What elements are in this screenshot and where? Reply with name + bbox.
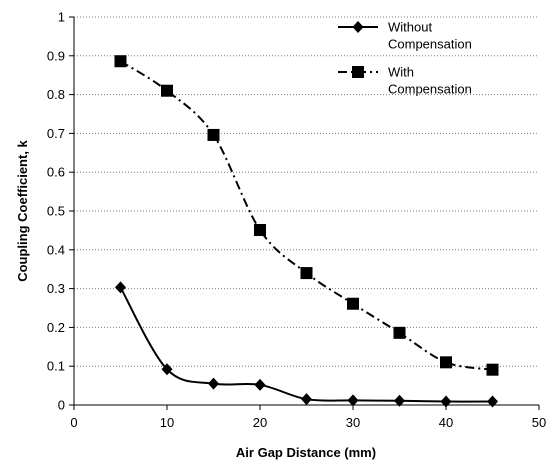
legend-label: With	[388, 65, 414, 80]
y-tick-label: 0.1	[47, 359, 65, 374]
x-tick-label: 20	[253, 415, 267, 430]
y-tick-label: 1	[58, 10, 65, 25]
legend-entry: Without Compensation	[338, 20, 472, 52]
x-tick-label: 40	[439, 415, 453, 430]
data-point-diamond	[487, 395, 498, 408]
data-point-square	[114, 55, 127, 68]
x-tick-label: 10	[160, 415, 174, 430]
legend-entry: With Compensation	[338, 65, 472, 97]
series-with-compensation	[114, 55, 499, 376]
x-axis-title: Air Gap Distance (mm)	[236, 445, 376, 460]
y-tick-label: 0.5	[47, 204, 65, 219]
legend: Without Compensation With Compensation	[338, 20, 472, 97]
data-point-square	[393, 326, 406, 339]
legend-marker-diamond	[352, 21, 364, 33]
data-point-square	[161, 84, 173, 97]
axes	[69, 16, 540, 410]
x-tick-label: 30	[346, 415, 360, 430]
legend-marker-square	[352, 66, 364, 78]
data-point-diamond	[394, 394, 405, 407]
data-point-square	[440, 356, 452, 369]
grid-lines	[74, 16, 539, 367]
data-point-diamond	[440, 395, 452, 408]
data-point-square	[486, 363, 499, 376]
legend-label: Compensation	[388, 37, 472, 52]
legend-label: Compensation	[388, 82, 472, 97]
y-axis-title: Coupling Coefficient, k	[15, 139, 30, 281]
data-series	[114, 55, 499, 408]
y-tick-label: 0.7	[47, 126, 65, 141]
data-point-square	[254, 224, 266, 237]
data-point-diamond	[254, 378, 266, 391]
y-tick-label: 0.3	[47, 281, 65, 296]
y-tick-label: 0	[58, 398, 65, 413]
y-tick-label: 0.6	[47, 165, 65, 180]
y-tick-label: 0.8	[47, 87, 65, 102]
data-point-square	[347, 297, 359, 310]
data-point-diamond	[347, 394, 359, 407]
tick-labels: 00.10.20.30.40.50.60.70.80.910 10 20 30 40 50	[47, 10, 546, 431]
data-point-square	[300, 267, 313, 280]
data-point-square	[207, 128, 220, 141]
series-line	[119, 60, 493, 371]
x-tick-label: 50	[532, 415, 546, 430]
y-tick-label: 0.9	[47, 48, 65, 63]
y-tick-label: 0.4	[47, 242, 65, 257]
y-tick-label: 0.2	[47, 320, 65, 335]
series-without-compensation	[115, 281, 498, 408]
data-point-diamond	[208, 377, 219, 390]
legend-label: Without	[388, 20, 432, 35]
data-point-diamond	[301, 393, 312, 406]
series-line	[119, 286, 493, 403]
data-point-diamond	[115, 281, 126, 294]
data-point-diamond	[161, 363, 173, 376]
x-tick-label: 0	[70, 415, 77, 430]
